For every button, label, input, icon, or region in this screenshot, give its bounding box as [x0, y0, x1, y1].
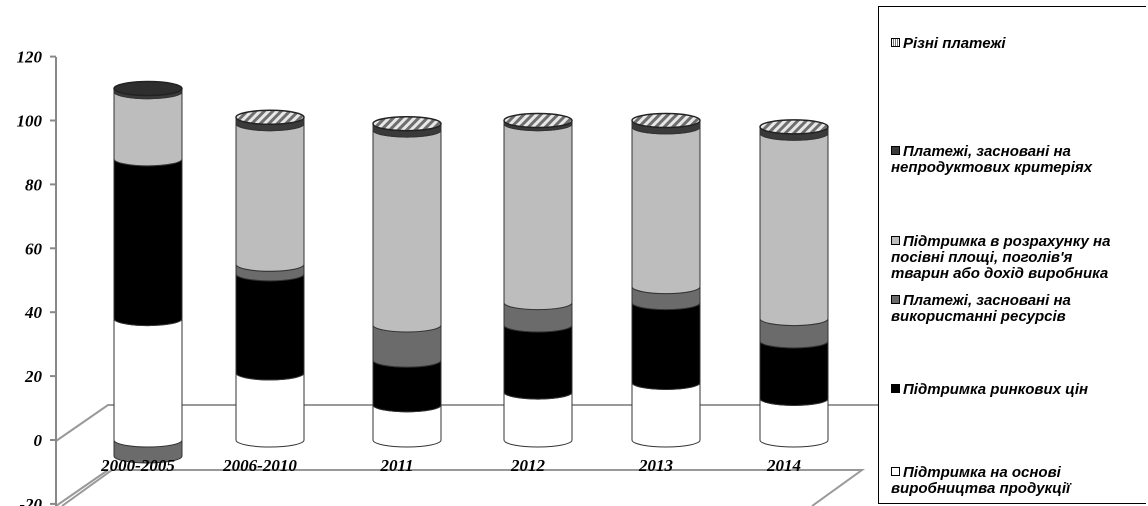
bar-segment [113, 318, 183, 448]
legend-item-neproduktovi: Платежі, засновані на непродуктових крит… [891, 144, 1092, 176]
bar-segment [503, 324, 573, 400]
bar-segment [372, 129, 442, 333]
legend-item-resursy: Платежі, засновані на використанні ресур… [891, 293, 1071, 325]
legend-label: Платежі, засновані на [903, 292, 1071, 309]
legend-label: Платежі, засновані на [903, 143, 1071, 160]
bar-segment [235, 273, 305, 381]
bar-top-cap [372, 115, 442, 132]
legend-swatch [891, 384, 900, 393]
y-tick-label: -20 [19, 495, 42, 506]
bar-stack [372, 115, 442, 448]
legend-label: Підтримка ринкових цін [903, 381, 1089, 398]
legend-label-line2: непродуктових критеріях [891, 159, 1093, 176]
y-tick-label: 80 [25, 175, 43, 194]
y-tick-label: 40 [24, 303, 43, 322]
legend-item-rynkovi-tsiny: Підтримка ринкових цін [891, 382, 1088, 398]
bar-segment [113, 158, 183, 327]
bar-segment [113, 91, 183, 167]
legend-label: Різні платежі [903, 35, 1006, 52]
chart-legend: Різні платежі Платежі, засновані на непр… [878, 6, 1146, 504]
bar-segment [503, 123, 573, 311]
legend-label-line3: тварин або дохід виробника [891, 265, 1109, 282]
legend-item-posivni-ploshchi: Підтримка в розрахунку на посівні площі,… [891, 234, 1110, 282]
bar-top-cap [235, 109, 305, 126]
x-tick-label: 2013 [638, 456, 674, 475]
bar-top-cap [631, 112, 701, 129]
bar-segment [503, 391, 573, 448]
bar-stack [759, 119, 829, 448]
bar-stack [235, 109, 305, 448]
legend-label: Підтримка на основі [903, 464, 1061, 481]
bar-segment [759, 133, 829, 327]
legend-swatch [891, 146, 900, 155]
legend-swatch [891, 295, 900, 304]
y-tick-label: 100 [17, 112, 43, 131]
y-tick-label: 120 [17, 48, 43, 67]
legend-label-line2: виробництва продукції [891, 480, 1071, 497]
bar-segment [631, 302, 701, 390]
bar-segment [372, 359, 442, 413]
legend-label: Підтримка в розрахунку на [903, 233, 1111, 250]
legend-label-line2: посівні площі, поголів'я [891, 249, 1073, 266]
bar-segment [631, 126, 701, 295]
legend-swatch [891, 38, 900, 47]
bar-top-cap [759, 119, 829, 135]
bar-stack [503, 112, 573, 448]
bar-segment [631, 382, 701, 448]
legend-swatch [891, 236, 900, 245]
chart-floor-front [61, 469, 866, 506]
y-tick-label: 0 [34, 431, 43, 450]
x-tick-label: 2012 [510, 456, 546, 475]
x-tick-label: 2014 [766, 456, 801, 475]
y-tick-label: 20 [24, 367, 43, 386]
x-tick-label: 2000-2005 [100, 456, 175, 475]
chart-plot: 120 100 80 60 40 20 0 -20 2000-2005 2006-2010 2011… [17, 48, 878, 506]
x-tick-label: 2006-2010 [222, 456, 297, 475]
bar-segment [235, 123, 305, 272]
legend-item-vyrobnytstvo: Підтримка на основі виробництва продукці… [891, 465, 1070, 497]
bar-stack [113, 80, 183, 464]
chart-floor-back [55, 404, 878, 442]
y-tick-label: 60 [25, 239, 43, 258]
bar-top-cap [113, 80, 183, 97]
legend-item-riznі-platezhi: Різні платежі [891, 36, 1006, 52]
bar-top-cap [503, 112, 573, 129]
legend-label-line2: використанні ресурсів [891, 308, 1066, 325]
bar-segment [235, 372, 305, 448]
bar-stack [631, 112, 701, 448]
x-tick-label: 2011 [379, 456, 413, 475]
legend-swatch [891, 467, 900, 476]
bar-segment [759, 340, 829, 406]
